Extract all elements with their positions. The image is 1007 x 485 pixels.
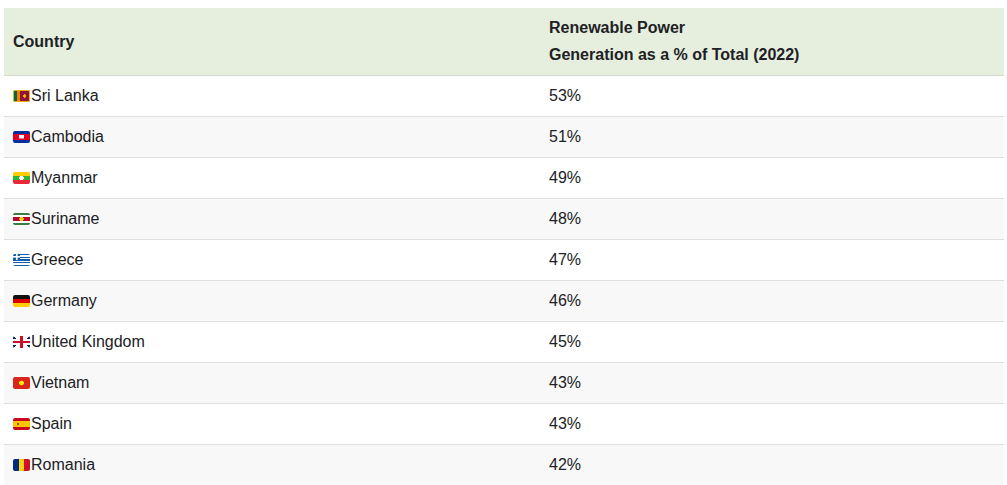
- country-flag-icon: [13, 418, 30, 430]
- value-cell: 49%: [549, 157, 1004, 198]
- table-body: Sri Lanka 53% Cambodia 51% Myanmar 49% S…: [4, 75, 1004, 485]
- table-container: Country Renewable Power Generation as a …: [0, 0, 1007, 485]
- column-header-country: Country: [4, 8, 549, 75]
- country-flag-icon: [13, 213, 30, 225]
- country-name: Spain: [31, 415, 72, 432]
- country-cell: Greece: [4, 239, 549, 280]
- country-name: Myanmar: [31, 169, 98, 186]
- country-cell: Spain: [4, 403, 549, 444]
- value-cell: 47%: [549, 239, 1004, 280]
- country-flag-icon: [13, 295, 30, 307]
- value-cell: 43%: [549, 403, 1004, 444]
- table-row: Greece 47%: [4, 239, 1004, 280]
- country-flag-icon: [13, 254, 30, 266]
- country-cell: Vietnam: [4, 362, 549, 403]
- column-header-value-line2: Generation as a % of Total (2022): [549, 41, 1004, 68]
- country-cell: Germany: [4, 280, 549, 321]
- table-row: United Kingdom 45%: [4, 321, 1004, 362]
- table-row: Vietnam 43%: [4, 362, 1004, 403]
- renewable-power-table: Country Renewable Power Generation as a …: [4, 8, 1004, 485]
- country-cell: United Kingdom: [4, 321, 549, 362]
- header-row: Country Renewable Power Generation as a …: [4, 8, 1004, 75]
- value-cell: 51%: [549, 116, 1004, 157]
- column-header-value: Renewable Power Generation as a % of Tot…: [549, 8, 1004, 75]
- country-flag-icon: [13, 459, 30, 471]
- value-cell: 42%: [549, 444, 1004, 485]
- country-name: Romania: [31, 456, 95, 473]
- country-flag-icon: [13, 131, 30, 143]
- country-flag-icon: [13, 336, 30, 348]
- country-name: Cambodia: [31, 128, 104, 145]
- country-name: United Kingdom: [31, 333, 145, 350]
- value-cell: 53%: [549, 75, 1004, 116]
- country-cell: Sri Lanka: [4, 75, 549, 116]
- value-cell: 48%: [549, 198, 1004, 239]
- value-cell: 45%: [549, 321, 1004, 362]
- country-cell: Romania: [4, 444, 549, 485]
- value-cell: 43%: [549, 362, 1004, 403]
- table-row: Germany 46%: [4, 280, 1004, 321]
- column-header-value-line1: Renewable Power: [549, 14, 1004, 41]
- country-flag-icon: [13, 377, 30, 389]
- country-flag-icon: [13, 172, 30, 184]
- table-header: Country Renewable Power Generation as a …: [4, 8, 1004, 75]
- table-row: Sri Lanka 53%: [4, 75, 1004, 116]
- country-name: Germany: [31, 292, 97, 309]
- table-row: Myanmar 49%: [4, 157, 1004, 198]
- country-name: Suriname: [31, 210, 99, 227]
- country-name: Vietnam: [31, 374, 89, 391]
- country-cell: Suriname: [4, 198, 549, 239]
- country-cell: Cambodia: [4, 116, 549, 157]
- value-cell: 46%: [549, 280, 1004, 321]
- country-cell: Myanmar: [4, 157, 549, 198]
- table-row: Suriname 48%: [4, 198, 1004, 239]
- country-name: Sri Lanka: [31, 87, 99, 104]
- country-name: Greece: [31, 251, 83, 268]
- table-row: Cambodia 51%: [4, 116, 1004, 157]
- table-row: Romania 42%: [4, 444, 1004, 485]
- table-row: Spain 43%: [4, 403, 1004, 444]
- country-flag-icon: [13, 90, 30, 102]
